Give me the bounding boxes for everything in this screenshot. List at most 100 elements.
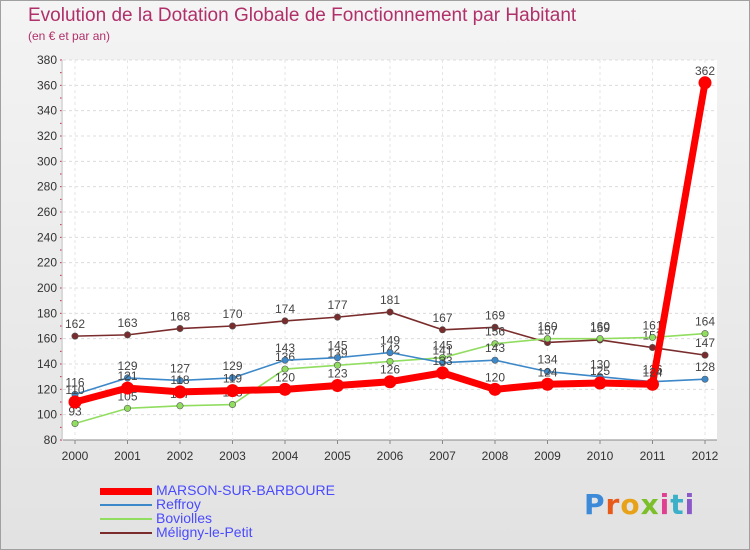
data-point bbox=[386, 308, 394, 316]
data-point bbox=[68, 395, 82, 409]
data-label: 130 bbox=[590, 358, 610, 372]
proxiti-logo: Proxiti bbox=[584, 488, 696, 521]
data-label: 116 bbox=[65, 375, 84, 389]
y-tick-label: 220 bbox=[37, 256, 57, 270]
data-label: 160 bbox=[590, 320, 610, 334]
data-label: 125 bbox=[590, 364, 610, 378]
data-label: 160 bbox=[537, 320, 557, 334]
y-tick-label: 120 bbox=[37, 382, 57, 396]
data-point bbox=[71, 420, 79, 428]
data-point bbox=[491, 323, 499, 331]
y-tick-label: 140 bbox=[37, 357, 57, 371]
y-tick-label: 280 bbox=[37, 180, 57, 194]
y-tick-label: 180 bbox=[37, 306, 57, 320]
data-label: 161 bbox=[642, 318, 662, 332]
legend-item: MARSON-SUR-BARBOURE bbox=[100, 482, 420, 498]
data-point bbox=[226, 384, 239, 398]
y-tick-label: 80 bbox=[44, 433, 58, 447]
data-point bbox=[491, 356, 499, 364]
legend-label: Boviolles bbox=[156, 510, 213, 526]
x-tick-label: 2002 bbox=[167, 449, 194, 463]
data-label: 174 bbox=[275, 302, 295, 316]
data-label: 93 bbox=[68, 405, 82, 419]
x-tick-label: 2008 bbox=[482, 449, 509, 463]
data-point bbox=[124, 404, 132, 412]
data-label: 129 bbox=[222, 359, 242, 373]
data-point bbox=[698, 76, 712, 90]
x-tick-label: 2012 bbox=[692, 449, 719, 463]
chart-subtitle: (en € et par an) bbox=[28, 29, 111, 43]
x-tick-label: 2004 bbox=[272, 449, 299, 463]
data-point bbox=[176, 402, 184, 410]
legend-swatch bbox=[100, 488, 152, 495]
data-label: 123 bbox=[327, 367, 347, 381]
data-label: 128 bbox=[695, 360, 715, 374]
data-label: 110 bbox=[65, 383, 84, 397]
data-label: 169 bbox=[485, 308, 505, 322]
x-tick-label: 2006 bbox=[377, 449, 404, 463]
x-tick-label: 2000 bbox=[62, 449, 89, 463]
y-tick-label: 320 bbox=[37, 129, 57, 143]
data-point bbox=[438, 359, 446, 367]
y-tick-label: 340 bbox=[37, 104, 57, 118]
data-label: 143 bbox=[275, 341, 295, 355]
data-point bbox=[278, 382, 292, 396]
data-label: 124 bbox=[537, 365, 557, 379]
data-point bbox=[124, 331, 132, 339]
data-label: 177 bbox=[327, 298, 347, 312]
data-point bbox=[491, 340, 499, 348]
legend-item: Boviolles bbox=[100, 510, 420, 526]
data-label: 127 bbox=[170, 361, 190, 375]
data-label: 156 bbox=[485, 325, 505, 339]
data-point bbox=[436, 366, 449, 380]
data-label: 119 bbox=[223, 372, 242, 386]
legend-swatch bbox=[100, 504, 152, 506]
x-tick-label: 2007 bbox=[429, 449, 456, 463]
data-point bbox=[124, 374, 132, 382]
y-tick-label: 380 bbox=[37, 53, 57, 67]
data-point bbox=[488, 382, 502, 396]
legend-label: Reffroy bbox=[156, 496, 201, 512]
data-point bbox=[596, 335, 604, 343]
data-label: 181 bbox=[380, 293, 400, 307]
data-label: 164 bbox=[695, 315, 715, 329]
data-point bbox=[176, 376, 184, 384]
data-point bbox=[333, 313, 341, 321]
data-point bbox=[71, 332, 79, 340]
data-point bbox=[333, 354, 341, 362]
data-point bbox=[333, 361, 341, 369]
legend: MARSON-SUR-BARBOURE Reffroy Boviolles Mé… bbox=[100, 482, 420, 540]
data-point bbox=[281, 356, 289, 364]
data-point bbox=[543, 335, 551, 343]
chart-title: Evolution de la Dotation Globale de Fonc… bbox=[28, 5, 577, 26]
x-tick-label: 2001 bbox=[114, 449, 141, 463]
x-tick-label: 2005 bbox=[324, 449, 351, 463]
data-label: 147 bbox=[695, 336, 715, 350]
data-point bbox=[229, 322, 237, 330]
data-point bbox=[281, 365, 289, 373]
data-point bbox=[543, 368, 551, 376]
data-point bbox=[386, 349, 394, 357]
data-point bbox=[648, 333, 656, 341]
data-label: 170 bbox=[222, 307, 242, 321]
data-point bbox=[701, 375, 709, 383]
data-label: 129 bbox=[117, 359, 137, 373]
y-tick-label: 300 bbox=[37, 154, 57, 168]
data-label: 120 bbox=[275, 370, 295, 384]
y-tick-label: 100 bbox=[37, 408, 57, 422]
y-tick-label: 240 bbox=[37, 230, 57, 244]
data-label: 145 bbox=[327, 339, 347, 353]
y-tick-label: 260 bbox=[37, 205, 57, 219]
legend-swatch bbox=[100, 518, 152, 520]
data-point bbox=[648, 344, 656, 352]
legend-label: Méligny-le-Petit bbox=[156, 524, 253, 540]
data-label: 126 bbox=[380, 363, 400, 377]
y-tick-label: 200 bbox=[37, 281, 57, 295]
data-label: 149 bbox=[380, 334, 400, 348]
x-tick-label: 2010 bbox=[587, 449, 614, 463]
legend-item: Méligny-le-Petit bbox=[100, 524, 420, 540]
data-label: 145 bbox=[432, 339, 452, 353]
data-point bbox=[438, 326, 446, 334]
data-point bbox=[701, 351, 709, 359]
